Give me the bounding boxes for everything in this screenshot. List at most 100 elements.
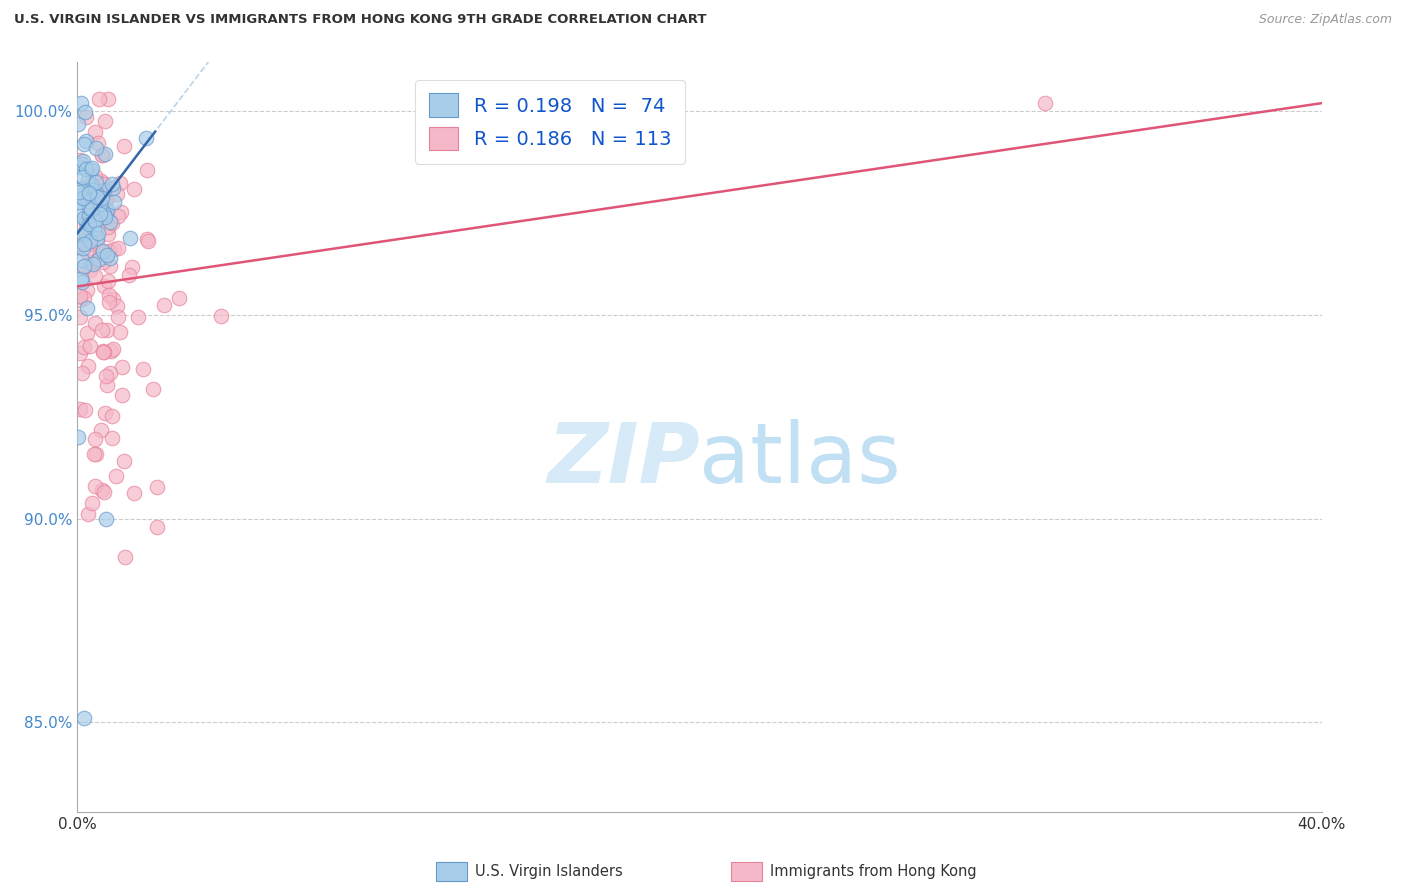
Point: [72, 260, 94, 275]
Point: [66, 117, 89, 131]
Point: [93, 183, 115, 197]
Point: [70, 253, 93, 268]
Point: [91, 344, 114, 359]
Point: [167, 291, 190, 305]
Point: [103, 194, 125, 209]
Point: [83, 446, 105, 460]
Point: [77, 178, 100, 193]
Point: [90, 173, 112, 187]
Point: [84, 141, 107, 155]
Point: [70, 190, 93, 204]
Point: [100, 343, 122, 358]
Point: [79, 234, 101, 248]
Point: [72, 242, 94, 256]
Point: [96, 323, 118, 337]
Point: [118, 268, 141, 282]
Point: [76, 326, 98, 341]
Point: [86, 186, 108, 201]
Point: [73, 291, 96, 305]
Text: U.S. Virgin Islanders: U.S. Virgin Islanders: [475, 864, 623, 879]
Text: ZIP: ZIP: [547, 419, 700, 500]
Point: [89, 197, 111, 211]
Point: [77, 359, 100, 374]
Point: [79, 177, 101, 191]
Point: [103, 292, 125, 306]
Point: [70, 96, 93, 111]
Point: [122, 486, 145, 500]
Point: [73, 340, 96, 354]
Point: [90, 323, 112, 337]
Point: [69, 310, 91, 325]
Point: [94, 147, 117, 161]
Point: [84, 190, 107, 204]
Point: [105, 187, 128, 202]
Point: [84, 432, 107, 446]
Point: [84, 268, 107, 283]
Point: [97, 92, 120, 106]
Point: [87, 136, 110, 151]
Point: [96, 368, 118, 383]
Point: [80, 179, 103, 194]
Point: [93, 406, 115, 420]
Point: [98, 295, 121, 310]
Point: [75, 161, 97, 176]
Point: [72, 227, 94, 241]
Point: [76, 301, 98, 315]
Point: [76, 283, 98, 297]
Point: [70, 156, 93, 170]
Point: [77, 208, 100, 222]
Point: [79, 186, 101, 201]
Point: [100, 431, 122, 445]
Point: [103, 242, 125, 256]
Point: [97, 274, 120, 288]
Point: [79, 190, 101, 204]
Point: [96, 378, 118, 392]
Point: [69, 288, 91, 302]
Point: [69, 401, 91, 416]
Point: [91, 191, 114, 205]
Point: [79, 263, 101, 277]
Point: [75, 227, 97, 241]
Point: [84, 316, 107, 330]
Point: [94, 511, 117, 525]
Point: [101, 216, 124, 230]
Point: [75, 214, 97, 228]
Point: [127, 310, 149, 324]
Point: [132, 362, 155, 376]
Point: [93, 345, 115, 359]
Point: [80, 198, 103, 212]
Point: [107, 310, 129, 324]
Text: Source: ZipAtlas.com: Source: ZipAtlas.com: [1258, 13, 1392, 27]
Point: [73, 136, 96, 151]
Point: [107, 209, 129, 223]
Point: [91, 254, 114, 268]
Point: [98, 367, 121, 381]
Point: [69, 293, 91, 308]
Point: [114, 549, 136, 564]
Point: [82, 257, 104, 271]
Point: [87, 92, 110, 106]
Point: [84, 479, 107, 493]
Point: [98, 259, 121, 273]
Point: [87, 252, 110, 266]
Point: [96, 192, 118, 206]
Point: [84, 175, 107, 189]
Point: [67, 182, 90, 196]
Point: [110, 205, 132, 219]
Point: [94, 206, 117, 220]
Point: [84, 192, 107, 206]
Point: [142, 382, 165, 396]
Point: [70, 272, 93, 286]
Point: [94, 113, 117, 128]
Point: [72, 191, 94, 205]
Point: [69, 161, 91, 175]
Point: [209, 310, 232, 324]
Legend: R = 0.198   N =  74, R = 0.186   N = 113: R = 0.198 N = 74, R = 0.186 N = 113: [415, 79, 685, 164]
Point: [83, 222, 105, 236]
Point: [80, 202, 103, 216]
Point: [91, 244, 114, 258]
Point: [107, 241, 129, 255]
Point: [98, 244, 121, 259]
Point: [135, 130, 157, 145]
Point: [84, 169, 107, 184]
